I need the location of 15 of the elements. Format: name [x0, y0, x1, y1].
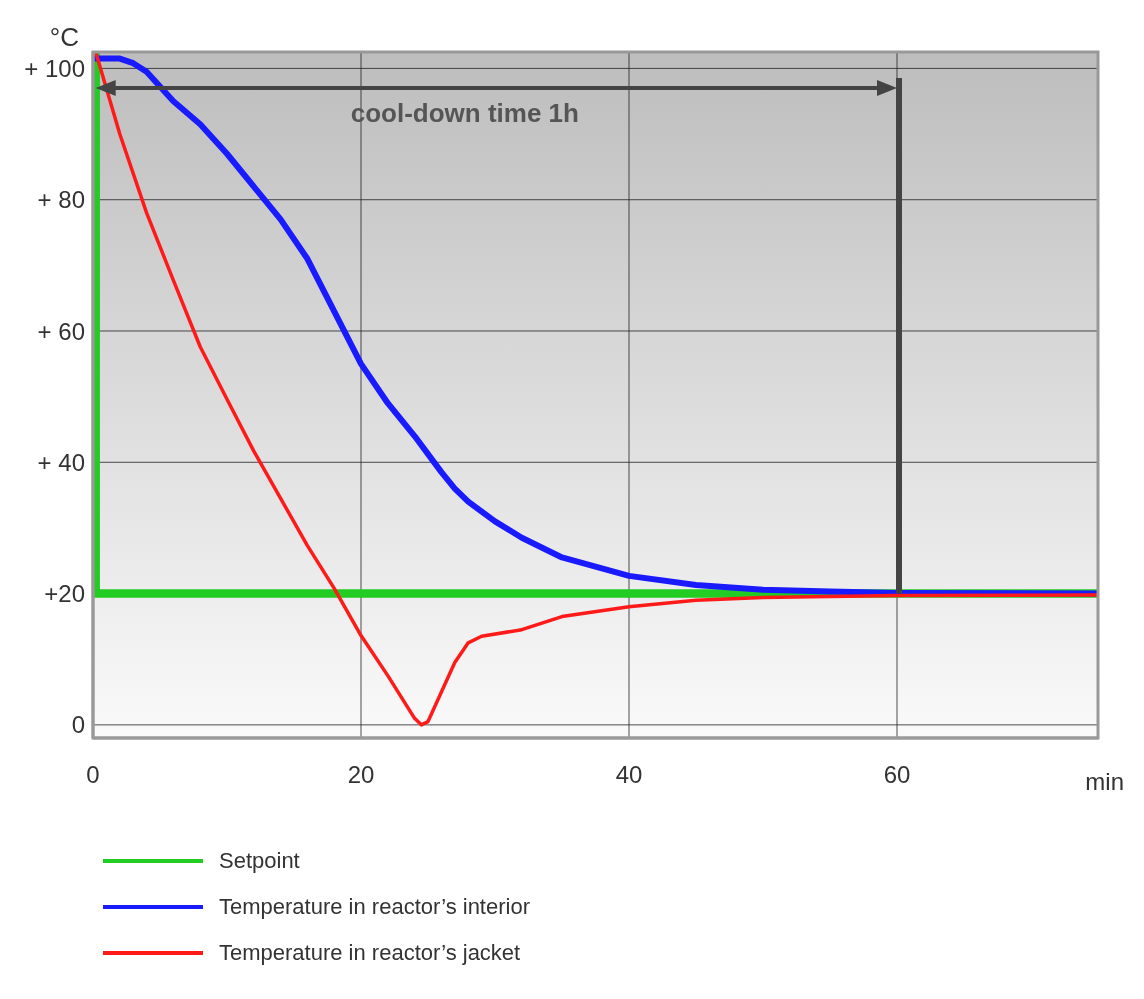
x-tick-label: 60 [883, 761, 911, 789]
x-tick-label: 40 [615, 761, 643, 789]
y-tick-label: + 100 [24, 54, 85, 82]
y-tick-label: +20 [44, 580, 85, 608]
legend-label: Setpoint [219, 848, 300, 874]
x-tick-label: 20 [347, 761, 375, 789]
y-tick-label: 0 [71, 711, 85, 739]
x-axis-title: min [1085, 768, 1124, 795]
y-tick-label: + 60 [37, 317, 85, 345]
legend-label: Temperature in reactor’s interior [219, 894, 530, 920]
legend-label: Temperature in reactor’s jacket [219, 940, 521, 966]
line-series [93, 52, 1098, 727]
y-tick-label: + 80 [37, 186, 85, 214]
y-axis-title: °C [49, 22, 79, 52]
y-tick-label: + 40 [37, 448, 85, 476]
